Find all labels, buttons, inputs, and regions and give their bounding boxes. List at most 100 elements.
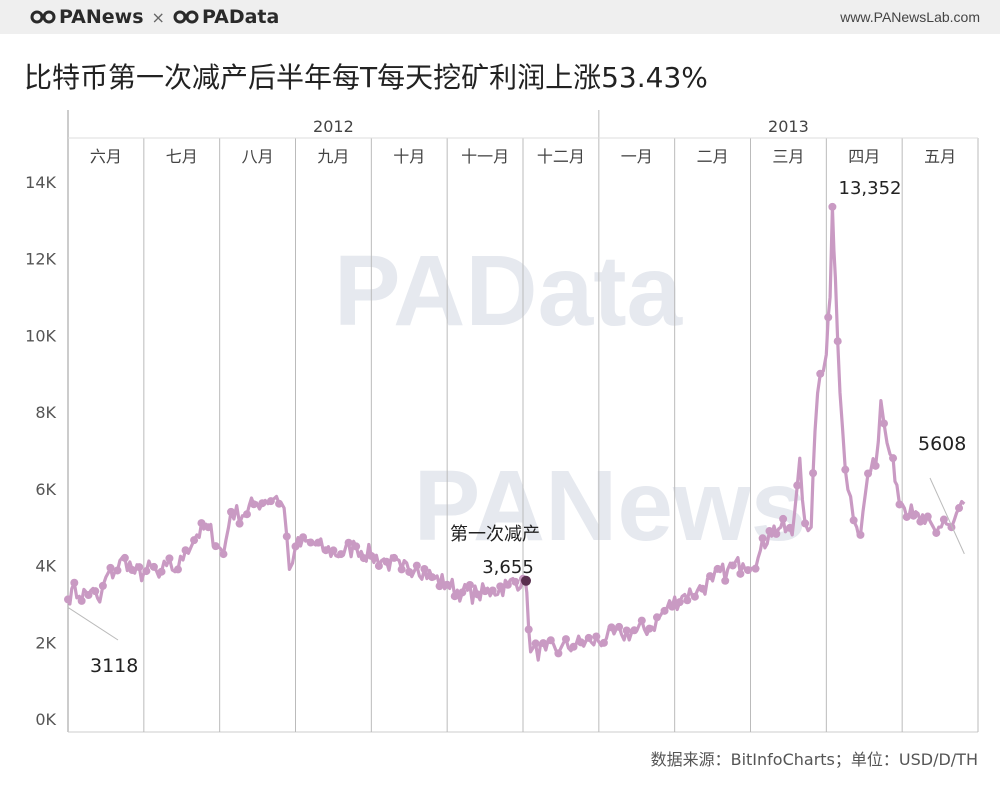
series-point (690, 592, 699, 601)
month-label: 六月 (90, 147, 122, 166)
series-point (765, 527, 774, 536)
series-point (374, 561, 383, 570)
series-point (683, 596, 692, 605)
y-tick-label: 10K (25, 326, 56, 345)
series-point (275, 499, 284, 508)
annotation-leader (929, 477, 965, 555)
series-point (242, 510, 251, 519)
series-point (157, 567, 166, 576)
month-label: 十月 (393, 147, 425, 166)
series-point (190, 536, 199, 545)
series-point (828, 202, 837, 211)
month-label: 十二月 (537, 147, 585, 166)
series-point (713, 564, 722, 573)
brand-padata: PAData (201, 6, 280, 28)
series-point (120, 553, 129, 562)
series-point (98, 581, 107, 590)
series-point (503, 580, 512, 589)
month-label: 九月 (317, 147, 349, 166)
watermark-padata: PAData (334, 235, 684, 347)
year-label: 2012 (313, 117, 354, 136)
series-point (458, 588, 467, 597)
year-label: 2013 (768, 117, 809, 136)
series-point (923, 512, 932, 521)
series-point (793, 481, 802, 490)
series-point (779, 514, 788, 523)
brand-separator: × (151, 7, 165, 27)
series-point (113, 566, 122, 575)
annotation-halving-note: 第一次减产 (450, 524, 540, 545)
series-point (496, 582, 505, 591)
series-point (554, 649, 563, 658)
y-tick-label: 14K (25, 173, 56, 192)
series-point (428, 573, 436, 582)
series-point (546, 636, 555, 645)
series-point (622, 626, 631, 635)
annotation-peak-value: 13,352 (839, 178, 902, 199)
series-point (321, 546, 330, 555)
series-point (329, 546, 338, 555)
series-point (916, 517, 925, 526)
series-point (352, 542, 361, 551)
series-point (816, 369, 825, 378)
y-tick-label: 6K (35, 480, 56, 499)
series-point (785, 523, 794, 532)
series-point (531, 639, 540, 648)
series-point (258, 499, 267, 508)
series-point (211, 542, 220, 551)
series-point (809, 469, 818, 478)
series-point (902, 512, 911, 521)
series-point (833, 337, 842, 346)
month-label: 三月 (772, 147, 804, 166)
month-label: 五月 (924, 147, 956, 166)
series-point (645, 624, 654, 633)
series-point (367, 551, 376, 560)
series-point (149, 562, 158, 571)
series-point (481, 587, 490, 596)
y-tick-label: 12K (25, 250, 56, 269)
series-point (181, 546, 190, 555)
top-bar: PANews × PAData www.PANewsLab.com (0, 0, 1000, 34)
series-point (772, 529, 781, 538)
series-point (165, 554, 174, 563)
series-point (675, 598, 684, 607)
series-point (282, 532, 291, 541)
series-point (173, 565, 182, 574)
series-point (607, 623, 616, 632)
series-point (227, 507, 236, 516)
series-point (592, 632, 601, 641)
series-point (420, 564, 429, 573)
series-point (197, 519, 206, 528)
series-point (412, 561, 421, 570)
series-point (599, 638, 608, 647)
series-point (864, 469, 873, 478)
panews-logo-icon (30, 10, 56, 24)
series-point (751, 564, 760, 573)
series-point (871, 461, 880, 470)
series-point (849, 516, 858, 525)
series-point (405, 567, 414, 576)
annotation-leader (67, 606, 119, 641)
month-label: 七月 (166, 147, 198, 166)
brand-logo: PANews × PAData (30, 6, 279, 28)
series-point (397, 565, 406, 574)
series-point (630, 626, 639, 635)
month-label: 四月 (848, 147, 880, 166)
series-point (106, 563, 115, 572)
series-point (879, 419, 888, 428)
series-point (359, 554, 368, 563)
series-point (443, 580, 452, 589)
series-point (219, 550, 228, 559)
series-point (84, 591, 93, 600)
series-point (314, 538, 323, 547)
series-point (382, 557, 391, 566)
series-point (939, 515, 948, 524)
series-point (473, 590, 482, 599)
series-point (637, 616, 646, 625)
series-point (337, 550, 345, 559)
month-label: 一月 (621, 147, 653, 166)
series-point (142, 567, 151, 576)
series-point (128, 566, 137, 575)
annotation-end-value: 5608 (918, 433, 966, 455)
